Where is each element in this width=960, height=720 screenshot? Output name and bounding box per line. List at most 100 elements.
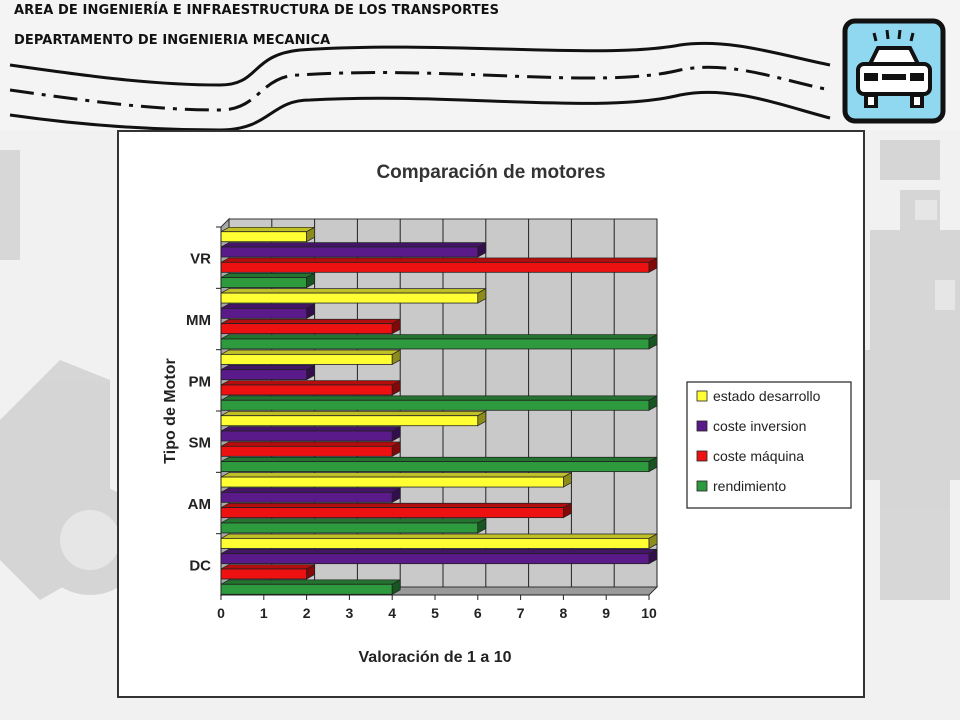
bar-coste-inversion-dc: [220, 553, 650, 565]
bar-end-face: [391, 318, 401, 335]
bar-estado-desarrollo-pm: [220, 353, 393, 365]
bar-top-face: [220, 226, 315, 233]
chart-title: Comparación de motores: [376, 162, 605, 183]
bar-rendimiento-dc: [220, 583, 393, 595]
bar-end-face: [563, 472, 572, 488]
legend-swatch: [696, 390, 708, 402]
y-category-label: VR: [190, 251, 211, 268]
x-tick-label: 6: [474, 605, 482, 621]
x-axis-label: Valoración de 1 a 10: [359, 649, 512, 666]
y-category-label: SM: [189, 435, 212, 452]
bar-rendimiento-pm: [220, 399, 650, 411]
bar-top-face: [220, 533, 658, 539]
bar-top-face: [220, 288, 486, 294]
bar-end-face: [648, 395, 658, 411]
bar-end-face: [477, 410, 487, 427]
bar-top-face: [220, 472, 572, 478]
bar-end-face: [391, 349, 401, 365]
bar-end-face: [306, 226, 315, 243]
bar-top-face: [220, 410, 486, 417]
legend-swatch: [696, 420, 708, 432]
x-tick-label: 3: [346, 605, 354, 621]
bar-end-face: [391, 379, 401, 396]
bar-top-face: [220, 272, 315, 278]
bar-rendimiento-vr: [220, 277, 307, 289]
bar-end-face: [563, 502, 572, 519]
bar-chart: Comparación de motores 0 1 2 3 4 5 6 7 8 9 10 Valora…: [162, 162, 852, 666]
bar-rendimiento-mm: [220, 338, 650, 350]
bar-end-face: [391, 426, 401, 442]
bar-end-face: [306, 563, 315, 580]
bar-top-face: [220, 395, 658, 401]
legend-label: coste máquina: [713, 448, 804, 464]
bar-rendimiento-am: [220, 522, 479, 534]
bar-coste-m-quina-sm: [220, 445, 393, 457]
header-department-area: AREA DE INGENIERÍA E INFRAESTRUCTURA DE …: [14, 3, 500, 18]
bar-end-face: [391, 441, 401, 457]
legend-box: [686, 381, 852, 509]
bar-coste-inversion-am: [220, 491, 393, 503]
bar-end-face: [648, 548, 658, 565]
bar-end-face: [648, 257, 658, 273]
bar-top-face: [220, 456, 658, 462]
bar-end-face: [306, 272, 315, 289]
bar-estado-desarrollo-vr: [220, 231, 307, 243]
bar-coste-m-quina-dc: [220, 568, 307, 580]
bar-top-face: [220, 334, 658, 340]
bar-top-face: [220, 564, 315, 570]
y-category-label: DC: [189, 557, 211, 574]
bar-top-face: [220, 380, 401, 386]
bar-estado-desarrollo-mm: [220, 292, 479, 304]
road-decoration: [9, 41, 831, 130]
legend-label: estado desarrollo: [713, 388, 821, 404]
bar-estado-desarrollo-sm: [220, 415, 479, 427]
legend-label: coste inversion: [713, 418, 806, 434]
x-tick-label: 10: [641, 605, 657, 621]
bar-top-face: [220, 349, 401, 355]
bar-end-face: [477, 288, 487, 304]
bar-end-face: [306, 303, 315, 319]
car-icon: [842, 18, 946, 124]
bar-end-face: [648, 533, 658, 549]
bar-coste-m-quina-pm: [220, 384, 393, 396]
bar-end-face: [477, 517, 487, 534]
bar-end-face: [391, 487, 401, 503]
header-department-name: DEPARTAMENTO DE INGENIERIA MECANICA: [14, 33, 331, 48]
bar-end-face: [648, 456, 658, 473]
x-tick-label: 2: [303, 605, 311, 621]
x-tick-label: 0: [217, 605, 225, 621]
bar-top-face: [220, 364, 315, 371]
bar-top-face: [220, 257, 658, 263]
bar-rendimiento-sm: [220, 461, 650, 473]
x-tick-label: 9: [602, 605, 610, 621]
bar-coste-inversion-pm: [220, 369, 307, 381]
bar-end-face: [477, 242, 487, 258]
bar-top-face: [220, 318, 401, 324]
x-tick-label: 1: [260, 605, 268, 621]
y-category-label: PM: [189, 373, 212, 390]
legend-label: rendimiento: [713, 478, 786, 494]
bar-estado-desarrollo-am: [220, 476, 564, 488]
bar-coste-m-quina-vr: [220, 261, 650, 273]
chart-container: Comparación de motores 0 1 2 3 4 5 6 7 8 9 10 Valora…: [117, 130, 865, 698]
bar-coste-m-quina-mm: [220, 323, 393, 335]
bar-estado-desarrollo-dc: [220, 537, 650, 549]
x-tick-label: 7: [517, 605, 525, 621]
bar-top-face: [220, 303, 315, 309]
bar-top-face: [220, 242, 486, 248]
bar-end-face: [391, 579, 401, 595]
bar-top-face: [220, 579, 401, 585]
bar-end-face: [306, 364, 315, 381]
bar-coste-m-quina-am: [220, 507, 564, 519]
bar-top-face: [220, 441, 401, 447]
bar-coste-inversion-mm: [220, 307, 307, 319]
bar-top-face: [220, 548, 658, 555]
y-axis-label: Tipo de Motor: [162, 358, 179, 463]
bar-coste-inversion-vr: [220, 246, 479, 258]
legend-swatch: [696, 480, 708, 492]
bar-top-face: [220, 502, 572, 508]
y-category-label: AM: [188, 496, 211, 513]
y-category-label: MM: [186, 312, 211, 329]
bar-top-face: [220, 518, 486, 524]
legend-swatch: [696, 450, 708, 462]
